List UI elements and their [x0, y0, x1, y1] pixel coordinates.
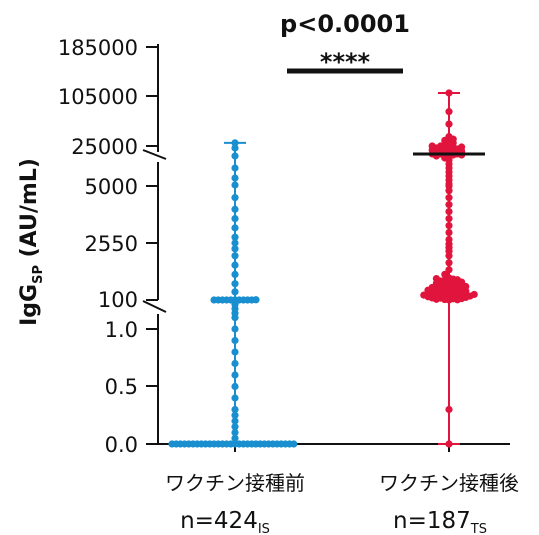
data-point [231, 423, 239, 431]
y-axis-title-main: IgG [17, 284, 42, 326]
data-point [231, 181, 239, 189]
data-point [231, 325, 239, 333]
y-tick-label: 5000 [85, 175, 138, 199]
data-point [445, 194, 453, 202]
data-point [231, 382, 239, 391]
category-label-after: ワクチン接種後 [379, 471, 519, 495]
sample-size-before: n=424IS [180, 508, 270, 535]
y-tick-label: 1.0 [105, 318, 138, 342]
data-point [231, 394, 239, 402]
data-point [445, 405, 453, 414]
data-point [252, 296, 260, 304]
data-point [445, 214, 453, 223]
data-point [231, 144, 239, 152]
data-point [445, 259, 453, 267]
p-value-label: p<0.0001 [280, 10, 410, 38]
data-point [231, 245, 239, 253]
data-point [445, 89, 453, 97]
data-point [231, 205, 239, 213]
axis-break-lower [142, 300, 167, 313]
data-marks [168, 89, 485, 448]
data-point [441, 270, 449, 279]
data-point [231, 359, 239, 368]
data-point [231, 371, 239, 379]
data-point [231, 152, 239, 160]
y-tick-label: 105000 [58, 85, 138, 109]
x-category-labels: ワクチン接種前 ワクチン接種後 n=424IS n=187TS [165, 471, 519, 535]
axis-break-upper [142, 149, 167, 160]
data-point [231, 405, 239, 414]
data-point [470, 290, 478, 299]
y-axis-title-unit: (AU/mL) [17, 158, 42, 265]
data-point [445, 235, 453, 244]
data-point [432, 274, 440, 283]
data-point [445, 108, 453, 116]
y-tick-label: 185000 [58, 36, 138, 60]
data-point [445, 120, 453, 128]
data-point [231, 428, 239, 437]
data-point [445, 266, 453, 274]
y-tick-label: 100 [98, 288, 138, 312]
data-point [231, 233, 239, 241]
sample-size-after-sub: TS [470, 522, 487, 535]
axes [142, 44, 510, 452]
data-point [231, 411, 239, 419]
y-axis-title: IgGSP (AU/mL) [17, 158, 46, 326]
data-point [231, 417, 239, 425]
y-tick-label: 2550 [85, 232, 138, 256]
data-point [445, 133, 453, 141]
data-point [453, 276, 461, 284]
data-point [420, 291, 428, 299]
data-point [231, 194, 239, 202]
data-point [231, 224, 239, 232]
y-axis-title-sub: SP [31, 265, 46, 284]
data-point [290, 440, 298, 448]
data-point [231, 261, 239, 269]
data-point [231, 214, 239, 223]
y-tick-label: 25000 [71, 135, 138, 159]
category-label-before: ワクチン接種前 [165, 471, 305, 495]
data-point [231, 336, 239, 345]
sample-size-before-n: n=424 [180, 508, 258, 534]
data-point [168, 440, 176, 448]
data-point [231, 139, 239, 147]
data-point [231, 434, 239, 442]
sample-size-after-n: n=187 [393, 508, 471, 534]
data-point [428, 142, 436, 150]
data-point [231, 288, 239, 296]
data-point [231, 270, 239, 279]
data-point [231, 239, 239, 247]
data-point [458, 143, 466, 151]
data-point [445, 207, 453, 216]
svg-text:IgGSP (AU/mL): IgGSP (AU/mL) [17, 158, 46, 326]
data-point [231, 280, 239, 288]
y-tick-labels: 185000 105000 25000 5000 2550 100 1.0 0.… [58, 36, 138, 457]
significance-annotation: p<0.0001 **** [280, 10, 410, 76]
sample-size-after: n=187TS [393, 508, 487, 535]
sample-size-before-sub: IS [258, 522, 270, 535]
data-point [231, 252, 239, 260]
data-point [445, 221, 453, 230]
y-ticks [146, 46, 158, 445]
data-point [231, 174, 239, 182]
data-point [231, 348, 239, 356]
data-point [445, 228, 453, 237]
data-point [445, 201, 453, 209]
y-tick-label: 0.0 [105, 433, 138, 457]
data-point [210, 296, 218, 304]
data-point [445, 440, 453, 448]
data-point [231, 164, 239, 172]
y-tick-label: 0.5 [105, 375, 138, 399]
